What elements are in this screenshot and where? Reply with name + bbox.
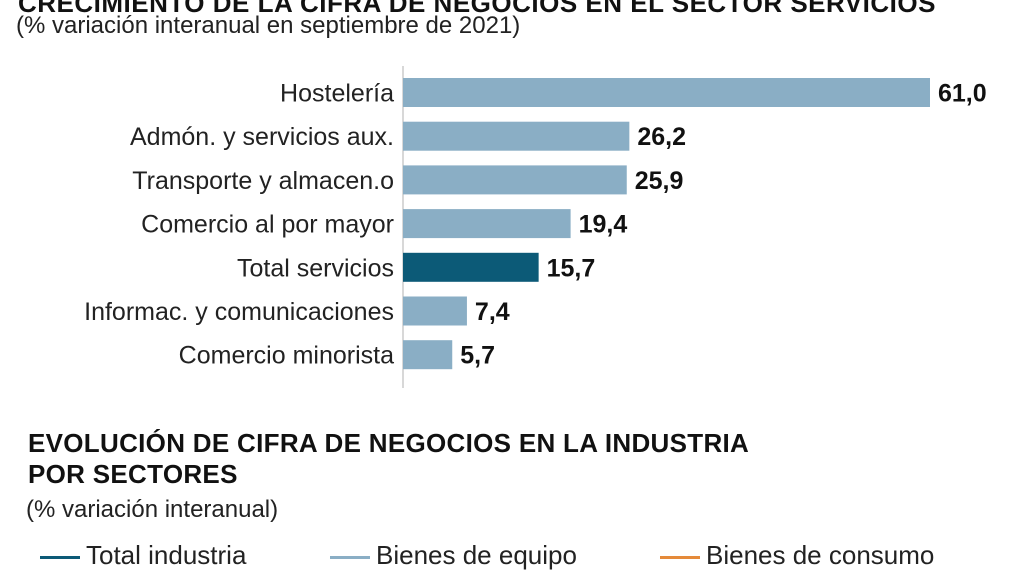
category-label-hosteleria: Hostelería (280, 80, 394, 108)
value-label-comercio-minorista: 5,7 (460, 342, 495, 370)
bar-transporte-y-almacen-o (403, 165, 627, 195)
bar-comercio-al-por-mayor (403, 209, 571, 239)
legend-swatch-total-industria (40, 556, 80, 559)
chart2-title-line-1: EVOLUCIÓN DE CIFRA DE NEGOCIOS EN LA IND… (28, 428, 750, 458)
value-label-hosteleria: 61,0 (938, 80, 987, 108)
value-label-admon-y-servicios-aux: 26,2 (637, 123, 686, 151)
bar-admon-y-servicios-aux (403, 121, 630, 151)
value-label-total-servicios: 15,7 (547, 254, 596, 282)
category-label-informac-y-comunicaciones: Informac. y comunicaciones (84, 298, 394, 326)
legend-swatch-bienes-de-equipo (330, 556, 370, 559)
services-bar-chart: Hostelería 61,0 Admón. y servicios aux. 26,… (84, 66, 987, 388)
legend-swatch-bienes-de-consumo (660, 556, 700, 559)
legend-label-bienes-de-consumo: Bienes de consumo (706, 540, 935, 570)
category-label-comercio-minorista: Comercio minorista (179, 342, 394, 370)
category-label-total-servicios: Total servicios (237, 254, 394, 282)
category-label-comercio-al-por-mayor: Comercio al por mayor (141, 211, 394, 239)
legend-item-total-industria: Total industria (40, 540, 246, 571)
value-label-transporte-y-almacen-o: 25,9 (635, 167, 684, 195)
legend-item-bienes-de-equipo: Bienes de equipo (330, 540, 577, 571)
value-label-comercio-al-por-mayor: 19,4 (579, 211, 628, 239)
chart1-subtitle: (% variación interanual en septiembre de… (16, 12, 521, 39)
bar-comercio-minorista (403, 340, 453, 370)
bar-hosteleria (403, 78, 930, 107)
bar-informac-y-comunicaciones (403, 296, 467, 326)
bar-total-servicios (403, 252, 539, 282)
legend-label-bienes-de-equipo: Bienes de equipo (376, 540, 577, 570)
legend-item-bienes-de-consumo: Bienes de consumo (660, 540, 934, 571)
legend-label-total-industria: Total industria (86, 540, 247, 570)
chart1-title: CRECIMIENTO DE LA CIFRA DE NEGOCIOS EN E… (18, 0, 936, 18)
category-label-admon-y-servicios-aux: Admón. y servicios aux. (130, 123, 394, 151)
chart2-subtitle: (% variación interanual) (26, 496, 279, 523)
chart2-title-line-2: POR SECTORES (28, 459, 238, 489)
chart2-legend: Total industria Bienes de equipo Bienes … (40, 540, 1000, 580)
category-label-transporte-y-almacen-o: Transporte y almacen.o (132, 167, 394, 195)
chart2-title: EVOLUCIÓN DE CIFRA DE NEGOCIOS EN LA IND… (28, 428, 749, 490)
value-label-informac-y-comunicaciones: 7,4 (475, 298, 510, 326)
